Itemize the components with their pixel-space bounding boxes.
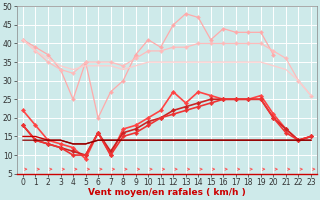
X-axis label: Vent moyen/en rafales ( km/h ): Vent moyen/en rafales ( km/h ) <box>88 188 246 197</box>
